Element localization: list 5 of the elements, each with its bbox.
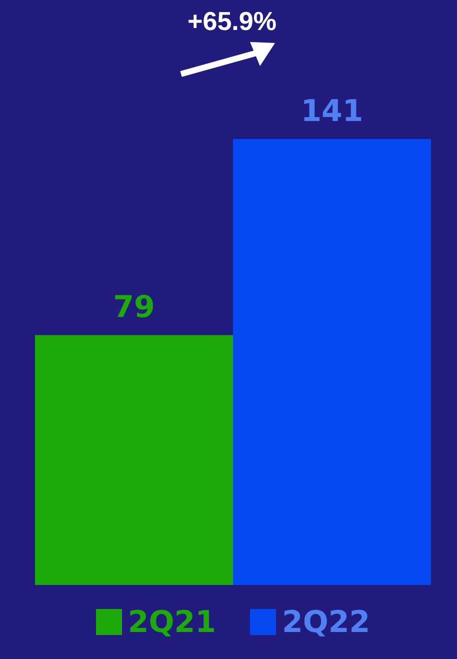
legend-label: 2Q21 — [128, 604, 216, 640]
data-label: 141 — [300, 94, 364, 129]
legend-label: 2Q22 — [282, 604, 370, 640]
text: +65.9% — [186, 6, 278, 37]
data-label: 79 — [113, 290, 155, 326]
